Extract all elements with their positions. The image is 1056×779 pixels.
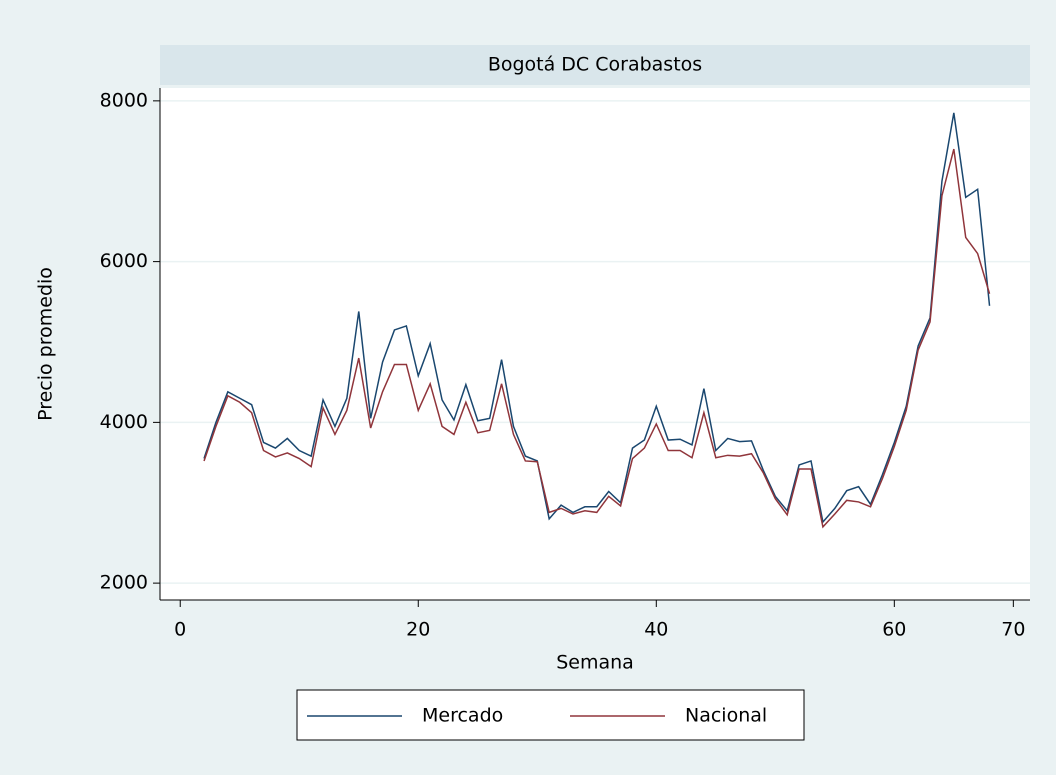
y-axis-label: Precio promedio xyxy=(35,267,57,421)
x-tick-label: 60 xyxy=(882,619,906,641)
x-tick-label: 0 xyxy=(174,619,186,641)
x-tick-label: 70 xyxy=(1001,619,1025,641)
legend-label: Nacional xyxy=(685,705,767,727)
y-tick-label: 8000 xyxy=(100,89,148,111)
y-tick-label: 6000 xyxy=(100,250,148,272)
legend-label: Mercado xyxy=(422,705,503,727)
title-bar xyxy=(160,45,1030,85)
chart-title: Bogotá DC Corabastos xyxy=(488,54,702,76)
y-tick-label: 2000 xyxy=(100,572,148,594)
line-series xyxy=(203,112,991,524)
plot-area xyxy=(160,88,1030,600)
x-axis-label: Semana xyxy=(556,652,634,674)
line-series xyxy=(203,148,991,529)
x-tick-label: 20 xyxy=(406,619,430,641)
y-tick-label: 4000 xyxy=(100,411,148,433)
x-tick-label: 40 xyxy=(644,619,668,641)
legend-box xyxy=(296,689,805,741)
